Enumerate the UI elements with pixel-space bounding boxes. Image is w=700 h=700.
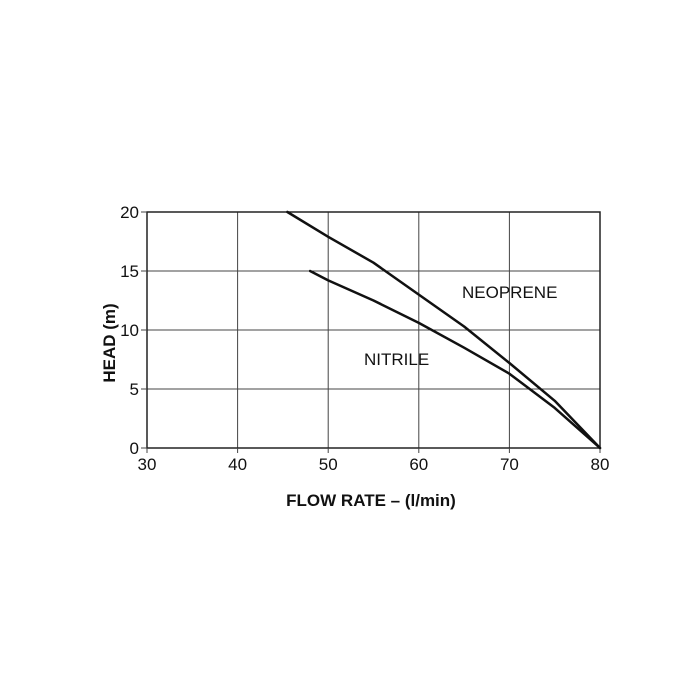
x-axis-ticks: 30 40 50 60 70 80 [138, 448, 610, 474]
grid-lines [147, 212, 600, 448]
series-group [286, 210, 602, 450]
series-label-nitrile: NITRILE [364, 350, 429, 369]
y-tick-label: 0 [130, 439, 139, 458]
y-axis-ticks: 0 5 10 15 20 [120, 203, 147, 458]
y-tick-label: 20 [120, 203, 139, 222]
x-tick-label: 60 [409, 455, 428, 474]
series-label-neoprene: NEOPRENE [462, 283, 557, 302]
series-line-neoprene [286, 210, 602, 450]
y-axis-title: HEAD (m) [100, 303, 119, 382]
x-tick-label: 30 [138, 455, 157, 474]
y-tick-label: 10 [120, 321, 139, 340]
series-line-nitrile [308, 269, 602, 450]
x-tick-label: 70 [500, 455, 519, 474]
y-tick-label: 15 [120, 262, 139, 281]
x-tick-label: 40 [228, 455, 247, 474]
y-tick-label: 5 [130, 380, 139, 399]
x-tick-label: 80 [591, 455, 610, 474]
x-axis-title: FLOW RATE – (l/min) [286, 491, 456, 510]
x-tick-label: 50 [319, 455, 338, 474]
